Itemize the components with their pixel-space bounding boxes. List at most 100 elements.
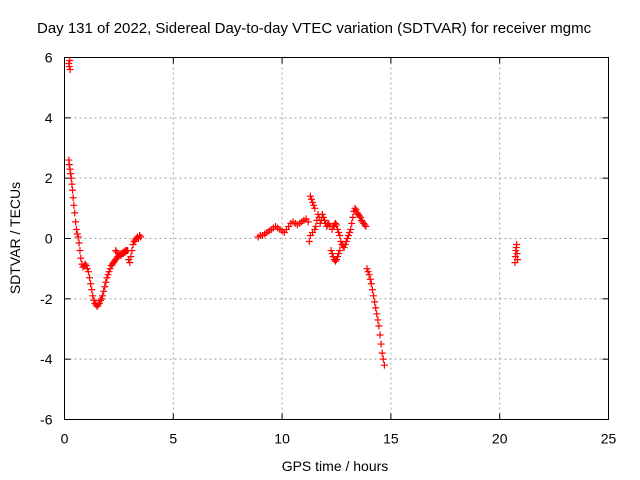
data-point — [106, 265, 114, 273]
data-point — [347, 225, 355, 233]
y-tick-label: 2 — [45, 170, 53, 186]
data-point — [68, 180, 76, 188]
data-point — [321, 216, 329, 224]
data-point — [327, 247, 335, 255]
data-point — [71, 209, 79, 217]
data-point — [362, 222, 370, 230]
data-point — [341, 241, 349, 249]
data-point — [90, 296, 98, 304]
data-point — [514, 256, 522, 264]
data-point — [356, 213, 364, 221]
y-axis-label: SDTVAR / TECUs — [7, 182, 23, 294]
data-point — [344, 231, 352, 239]
data-point — [374, 316, 382, 324]
data-point — [73, 230, 81, 238]
data-point — [100, 287, 108, 295]
data-point — [136, 231, 144, 239]
data-point — [351, 204, 359, 212]
data-point — [103, 274, 111, 282]
data-point — [66, 165, 74, 173]
data-point — [72, 225, 80, 233]
y-tick-label: -6 — [40, 412, 53, 428]
data-point — [137, 233, 145, 241]
data-point — [69, 186, 77, 194]
data-point — [349, 213, 357, 221]
data-point — [66, 66, 74, 74]
data-point — [311, 204, 319, 212]
y-tick-label: 4 — [45, 110, 53, 126]
x-tick-label: 25 — [601, 431, 617, 447]
data-point — [371, 298, 379, 306]
y-tick-label: 6 — [45, 50, 53, 66]
data-point — [340, 244, 348, 252]
data-point — [127, 253, 135, 261]
x-tick-label: 15 — [383, 431, 399, 447]
y-tick-labels: -6 -4 -2 0 2 4 6 — [40, 50, 53, 428]
data-point — [305, 238, 313, 246]
data-point — [83, 265, 91, 273]
data-point — [331, 257, 339, 265]
data-point — [342, 238, 350, 246]
data-point — [70, 201, 78, 209]
data-point — [377, 340, 385, 348]
data-point — [312, 222, 320, 230]
data-point — [348, 219, 356, 227]
data-point — [129, 241, 137, 249]
x-tick-label: 0 — [61, 431, 69, 447]
x-tick-label: 20 — [492, 431, 508, 447]
data-point — [363, 265, 371, 273]
chart-title: Day 131 of 2022, Sidereal Day-to-day VTE… — [37, 20, 592, 37]
data-point — [336, 247, 344, 255]
data-point — [325, 219, 333, 227]
data-point — [346, 228, 354, 236]
data-point — [311, 225, 319, 233]
data-point — [306, 192, 314, 200]
data-point — [65, 161, 73, 169]
data-point — [318, 210, 326, 218]
data-point — [513, 250, 521, 258]
data-point — [355, 212, 363, 220]
data-point — [352, 206, 360, 214]
grid — [64, 57, 609, 420]
data-point — [376, 331, 384, 339]
x-tick-label: 5 — [169, 431, 177, 447]
data-point — [364, 268, 372, 276]
x-axis-label: GPS time / hours — [282, 458, 389, 474]
data-point — [87, 280, 95, 288]
axis-ticks — [64, 57, 609, 420]
data-point — [310, 201, 318, 209]
data-point — [69, 194, 77, 202]
data-point — [335, 250, 343, 258]
data-point — [76, 247, 84, 255]
data-point — [99, 292, 107, 300]
data-point — [77, 254, 85, 262]
data-point — [331, 219, 339, 227]
data-point — [84, 268, 92, 276]
data-point — [95, 299, 103, 307]
data-point — [333, 256, 340, 264]
data-point — [328, 250, 336, 258]
data-point — [334, 225, 342, 233]
y-tick-label: 0 — [45, 231, 53, 247]
data-point — [361, 221, 369, 229]
data-point — [336, 231, 344, 239]
data-point — [343, 235, 351, 242]
data-point — [82, 262, 90, 270]
data-point — [369, 292, 377, 300]
data-point — [319, 213, 327, 221]
data-point — [366, 275, 374, 283]
data-point — [72, 218, 80, 226]
data-point — [513, 241, 521, 249]
data-point — [304, 218, 312, 226]
data-point — [104, 271, 112, 279]
series-SDTVAR — [65, 57, 522, 369]
data-point — [372, 304, 380, 312]
y-tick-label: -4 — [40, 351, 53, 367]
x-tick-labels: 0 5 10 15 20 25 — [61, 431, 617, 447]
data-point — [367, 280, 375, 288]
x-tick-label: 10 — [274, 431, 290, 447]
data-point — [380, 361, 388, 369]
data-point — [67, 174, 75, 182]
data-point — [128, 247, 136, 255]
